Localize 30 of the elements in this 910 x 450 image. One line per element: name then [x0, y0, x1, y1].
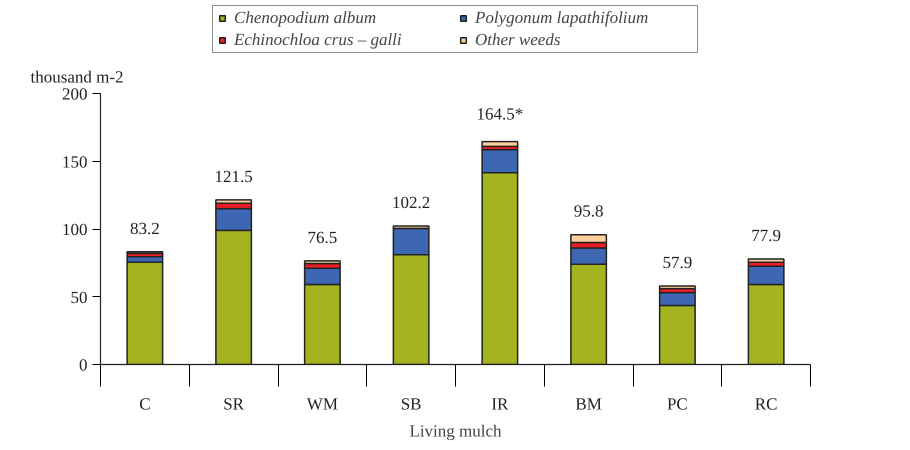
total-label: 121.5: [214, 166, 253, 186]
y-tick-label: 50: [70, 288, 88, 307]
y-tick-label: 0: [79, 356, 88, 374]
total-label: 57.9: [662, 253, 692, 272]
x-tick-label: C: [139, 394, 151, 414]
x-tick-label: IR: [491, 394, 510, 414]
bar: [658, 285, 696, 290]
bar: [748, 258, 785, 263]
total-label: 164.5*: [476, 104, 524, 124]
bar: [481, 140, 518, 148]
x-tick-label: PC: [666, 394, 688, 414]
x-tick-label: RC: [754, 394, 778, 414]
y-tick-label: 200: [62, 84, 88, 104]
legend-label: Chenopodium album: [234, 8, 378, 28]
total-label: 76.5: [308, 228, 338, 247]
legend-label: Echinochloa crus – galli: [234, 30, 403, 50]
x-tick-label: SR: [223, 394, 245, 414]
y-tick-label: 150: [62, 152, 88, 172]
y-tick-label: 100: [62, 220, 88, 239]
y-axis-title: thousand m-2: [30, 68, 124, 86]
x-tick-label: WM: [306, 394, 338, 414]
legend-label: Polygonum lapathifolium: [475, 8, 650, 28]
total-label: 95.8: [574, 202, 604, 221]
total-label: 102.2: [392, 193, 430, 212]
legend-label: Other weeds: [475, 30, 562, 50]
x-tick-label: BM: [575, 394, 602, 414]
total-label: 77.9: [751, 226, 781, 245]
x-tick-label: SB: [400, 394, 422, 414]
x-axis-title: Living mulch: [409, 422, 502, 440]
total-label: 83.2: [130, 218, 160, 238]
